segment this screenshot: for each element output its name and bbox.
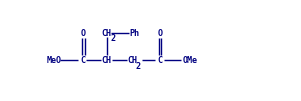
Text: C: C — [158, 56, 163, 65]
Text: C: C — [81, 56, 85, 65]
Text: 2: 2 — [111, 34, 116, 43]
Text: CH: CH — [127, 56, 137, 65]
Text: CH: CH — [101, 56, 111, 65]
Text: O: O — [81, 29, 85, 38]
Text: OMe: OMe — [183, 56, 198, 65]
Text: O: O — [158, 29, 163, 38]
Text: CH: CH — [101, 29, 111, 38]
Text: MeO: MeO — [46, 56, 61, 65]
Text: 2: 2 — [136, 62, 141, 71]
Text: Ph: Ph — [129, 29, 139, 38]
